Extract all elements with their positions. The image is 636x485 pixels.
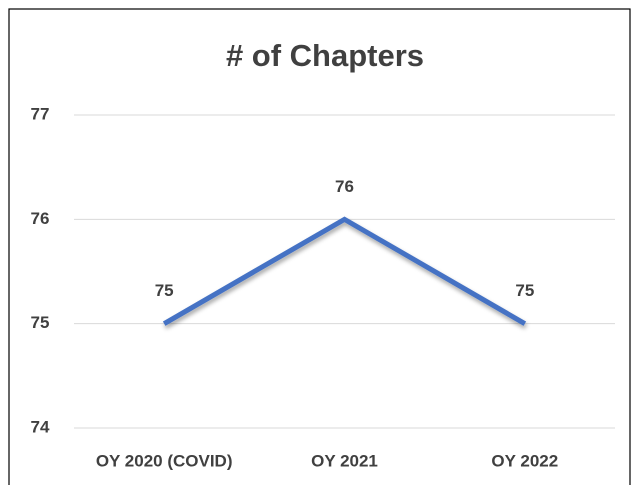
data-label: 75 <box>515 281 534 300</box>
x-tick-label: OY 2022 <box>491 451 558 470</box>
x-tick-label: OY 2020 (COVID) <box>96 451 233 470</box>
data-label: 75 <box>155 281 174 300</box>
data-line <box>162 216 527 326</box>
chart-border <box>8 8 631 485</box>
y-tick-label: 75 <box>31 313 50 332</box>
y-tick-label: 77 <box>31 104 50 123</box>
y-tick-label: 74 <box>31 417 50 436</box>
x-tick-label: OY 2021 <box>311 451 378 470</box>
chart-title: # of Chapters <box>226 38 424 73</box>
data-label: 76 <box>335 177 354 196</box>
y-tick-label: 76 <box>31 209 50 228</box>
